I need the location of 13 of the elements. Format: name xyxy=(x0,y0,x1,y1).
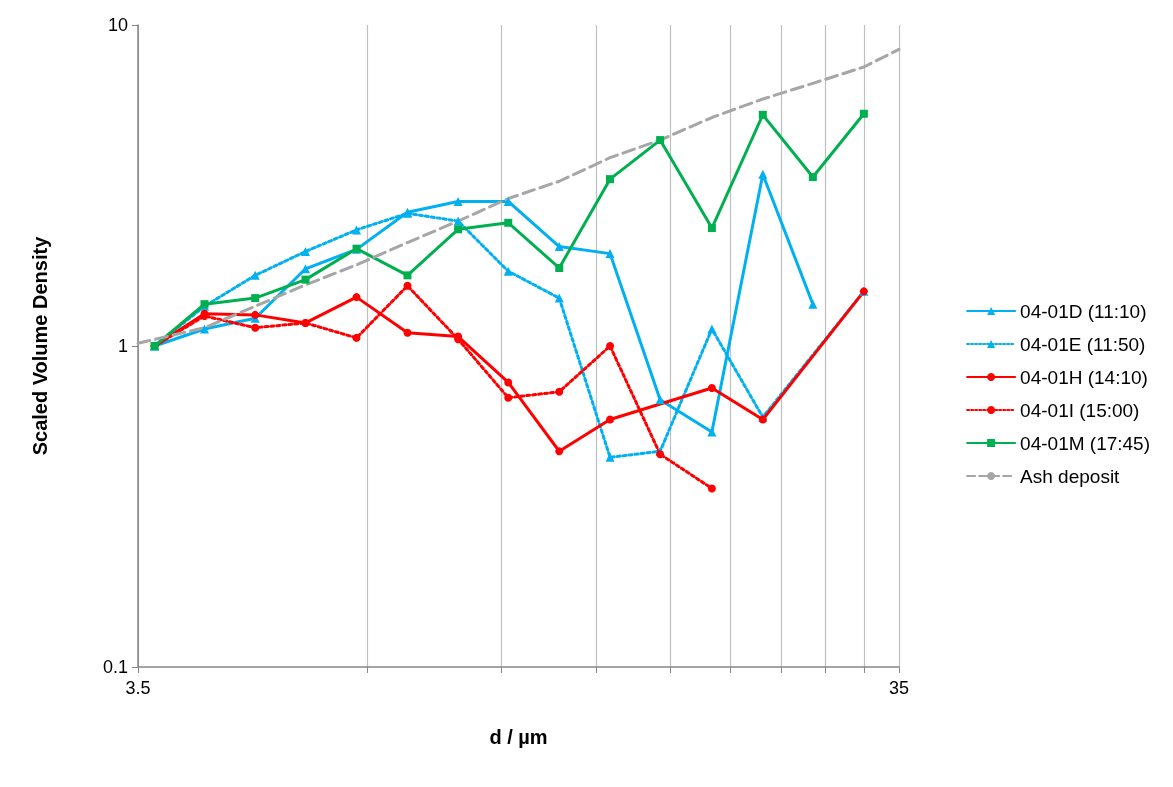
legend-label: 04-01M (17:45) xyxy=(1020,432,1150,454)
y-tick-label: 1 xyxy=(117,336,128,356)
legend-label: 04-01E (11:50) xyxy=(1020,333,1146,355)
legend-label: Ash deposit xyxy=(1020,465,1121,487)
legend-label: 04-01I (15:00) xyxy=(1020,399,1140,421)
y-axis-title: Scaled Volume Density xyxy=(29,235,51,456)
x-tick-label: 3.5 xyxy=(125,678,151,698)
x-axis-title: d / µm xyxy=(489,726,548,748)
x-tick-label: 35 xyxy=(888,678,910,698)
y-tick-label: 10 xyxy=(107,15,128,35)
legend-label: 04-01D (11:10) xyxy=(1020,300,1147,322)
y-tick-label: 0.1 xyxy=(102,657,128,677)
legend-label: 04-01H (14:10) xyxy=(1020,366,1148,388)
